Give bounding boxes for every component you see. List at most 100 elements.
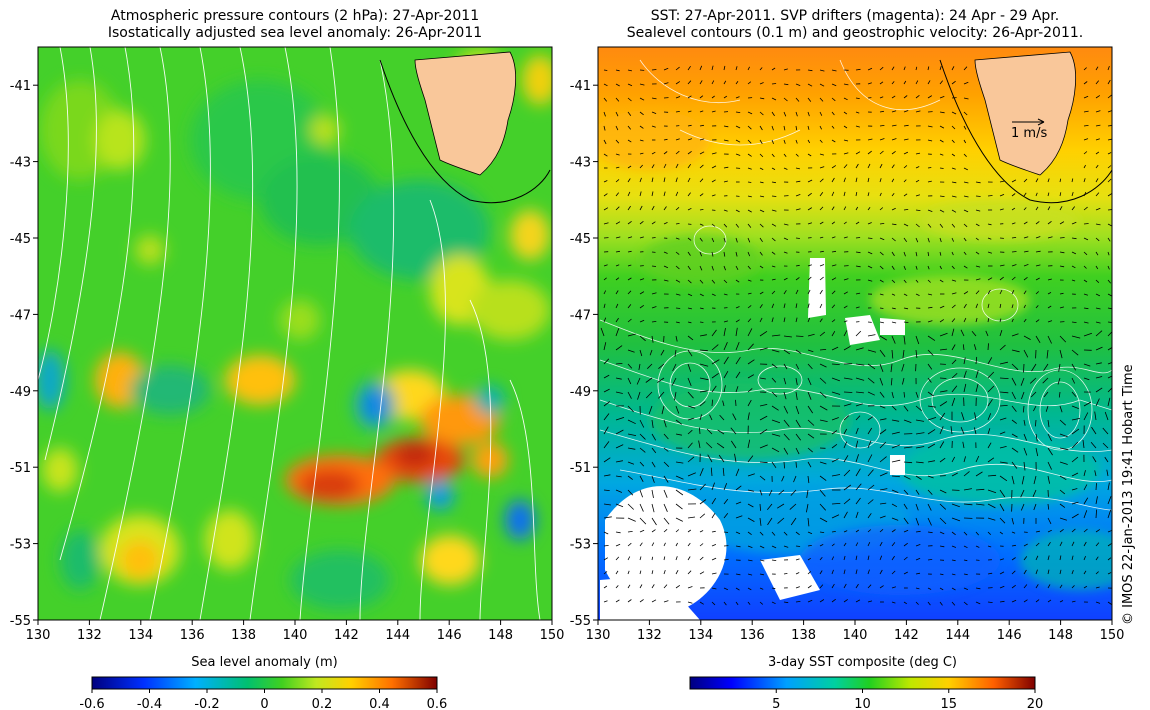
velocity-vector: [961, 412, 965, 421]
velocity-vector: [627, 318, 632, 323]
tasmania-coast-right: [939, 51, 1112, 204]
velocity-vector: [639, 83, 645, 86]
velocity-vector: [951, 328, 955, 337]
velocity-vector: [927, 601, 931, 606]
velocity-vector: [795, 277, 800, 281]
velocity-vector: [747, 412, 750, 421]
velocity-vector: [819, 544, 824, 547]
velocity-vector: [759, 304, 763, 309]
velocity-vector: [843, 139, 849, 142]
velocity-vector: [663, 447, 669, 452]
velocity-vector: [903, 193, 908, 197]
velocity-vector: [867, 177, 870, 183]
velocity-vector: [975, 265, 981, 268]
velocity-vector: [951, 265, 955, 270]
velocity-vector: [711, 223, 716, 227]
velocity-vector: [627, 377, 632, 385]
velocity-vector: [831, 236, 836, 239]
velocity-vector: [747, 167, 752, 170]
velocity-vector: [735, 468, 740, 477]
velocity-vector: [603, 207, 609, 211]
velocity-vector: [783, 447, 789, 455]
velocity-vector: [747, 359, 755, 365]
velocity-vector: [1095, 164, 1099, 169]
velocity-vector: [675, 279, 681, 283]
velocity-vector: [843, 530, 848, 533]
velocity-vector: [627, 139, 632, 143]
velocity-vector: [927, 180, 932, 183]
velocity-vector: [819, 531, 825, 533]
velocity-vector: [1107, 601, 1112, 605]
velocity-vector: [999, 344, 1006, 351]
sla-colorbar-label: Sea level anomaly (m): [191, 655, 338, 670]
velocity-vector: [831, 503, 841, 505]
velocity-vector: [711, 385, 717, 393]
velocity-vector: [716, 442, 725, 449]
velocity-vector: [1011, 276, 1016, 281]
velocity-vector: [687, 95, 692, 99]
velocity-vector: [783, 433, 790, 441]
velocity-vector: [783, 167, 788, 170]
velocity-vector: [1035, 206, 1039, 211]
velocity-vector: [975, 290, 980, 295]
velocity-vector: [831, 277, 837, 281]
velocity-vector: [732, 413, 737, 421]
velocity-vector: [719, 414, 725, 421]
velocity-vector: [1071, 265, 1076, 269]
velocity-vector: [963, 195, 969, 198]
velocity-vector: [1023, 318, 1027, 323]
sst-colorbar-ticks: 5 10 15 20: [772, 689, 1043, 710]
velocity-vector: [999, 391, 1009, 394]
velocity-vector: [915, 349, 918, 359]
velocity-vector: [879, 349, 886, 358]
velocity-vector: [855, 483, 862, 491]
velocity-vector: [699, 390, 708, 393]
velocity-vector: [999, 180, 1005, 183]
velocity-vector: [855, 97, 860, 99]
velocity-vector: [651, 69, 657, 71]
velocity-vector: [711, 372, 719, 379]
velocity-vector: [675, 265, 680, 270]
velocity-vector: [1059, 528, 1064, 533]
velocity-vector: [963, 370, 967, 379]
velocity-vector: [879, 441, 887, 449]
velocity-vector: [615, 125, 619, 131]
velocity-vector: [674, 391, 677, 401]
velocity-vector: [915, 279, 919, 283]
velocity-vector: [855, 163, 859, 169]
velocity-vector: [687, 556, 691, 561]
velocity-vector: [1095, 571, 1099, 575]
velocity-vector: [1095, 509, 1097, 519]
velocity-vector: [735, 96, 740, 99]
velocity-vector: [675, 335, 678, 342]
velocity-vector: [735, 356, 741, 365]
velocity-vector: [771, 391, 778, 398]
velocity-vector: [735, 601, 739, 606]
velocity-vector: [699, 95, 704, 99]
velocity-vector: [1011, 447, 1019, 453]
velocity-vector: [879, 81, 884, 85]
velocity-scale-arrow: 1 m/s: [1011, 118, 1047, 141]
velocity-vector: [639, 97, 645, 101]
velocity-vector: [1023, 599, 1028, 603]
velocity-vector: [687, 110, 692, 113]
velocity-vector: [603, 290, 607, 295]
velocity-vector: [831, 569, 834, 575]
velocity-vector: [1107, 347, 1112, 351]
velocity-vector: [1047, 555, 1050, 561]
velocity-vector: [819, 206, 824, 211]
velocity-vector: [783, 573, 788, 575]
velocity-vector: [939, 153, 944, 156]
velocity-vector: [747, 503, 754, 508]
velocity-vector: [999, 264, 1005, 267]
velocity-vector: [747, 81, 752, 85]
velocity-vector: [831, 83, 837, 87]
velocity-vector: [807, 69, 813, 72]
velocity-vector: [1071, 237, 1077, 240]
velocity-vector: [783, 363, 788, 370]
velocity-vector: [807, 222, 813, 225]
velocity-vector: [759, 181, 764, 184]
velocity-vector: [687, 405, 696, 409]
velocity-vector: [807, 289, 811, 295]
velocity-vector: [722, 400, 725, 407]
